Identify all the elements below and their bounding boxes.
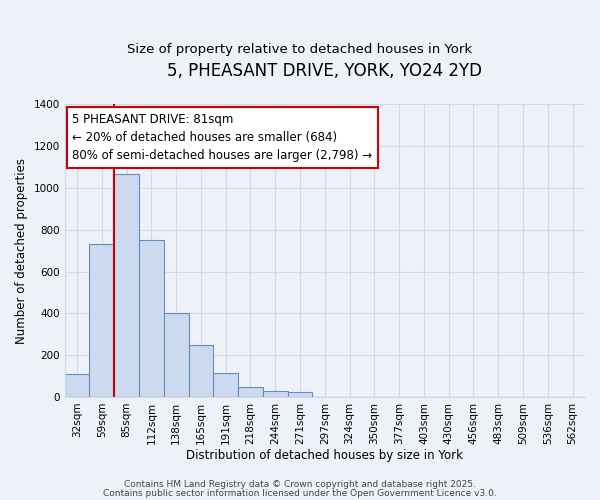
Bar xyxy=(188,345,214,397)
Bar xyxy=(114,174,139,397)
Bar xyxy=(164,314,188,397)
Bar xyxy=(263,391,287,397)
Bar xyxy=(65,374,89,397)
Text: 5 PHEASANT DRIVE: 81sqm
← 20% of detached houses are smaller (684)
80% of semi-d: 5 PHEASANT DRIVE: 81sqm ← 20% of detache… xyxy=(73,113,373,162)
Text: Contains HM Land Registry data © Crown copyright and database right 2025.: Contains HM Land Registry data © Crown c… xyxy=(124,480,476,489)
Y-axis label: Number of detached properties: Number of detached properties xyxy=(15,158,28,344)
Bar xyxy=(214,374,238,397)
Bar xyxy=(139,240,164,397)
X-axis label: Distribution of detached houses by size in York: Distribution of detached houses by size … xyxy=(187,450,463,462)
Bar xyxy=(89,244,114,397)
Text: Size of property relative to detached houses in York: Size of property relative to detached ho… xyxy=(127,42,473,56)
Title: 5, PHEASANT DRIVE, YORK, YO24 2YD: 5, PHEASANT DRIVE, YORK, YO24 2YD xyxy=(167,62,482,80)
Text: Contains public sector information licensed under the Open Government Licence v3: Contains public sector information licen… xyxy=(103,488,497,498)
Bar xyxy=(287,392,313,397)
Bar xyxy=(238,386,263,397)
